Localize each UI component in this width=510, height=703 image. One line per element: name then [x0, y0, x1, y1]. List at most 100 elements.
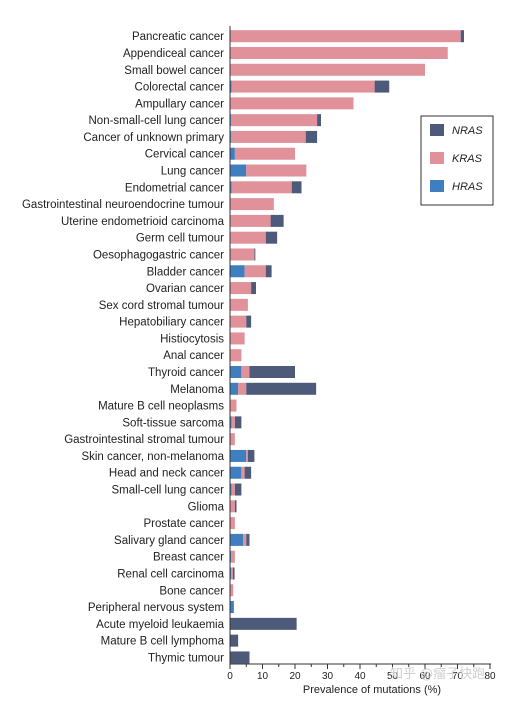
- bar-hras-cervical-cancer: [230, 147, 235, 160]
- x-tick-label-60: 60: [419, 671, 431, 682]
- legend-label-kras: KRAS: [452, 153, 483, 165]
- bar-hras-head-and-neck-cancer: [230, 466, 242, 479]
- bar-kras-anal-cancer: [230, 349, 242, 362]
- category-label-germ-cell-tumour: Germ cell tumour: [136, 233, 224, 245]
- bar-kras-renal-cell-carcinoma: [230, 567, 233, 580]
- category-label-cancer-of-unknown-primary: Cancer of unknown primary: [83, 132, 224, 144]
- bar-kras-sex-cord-stromal-tumour: [230, 298, 248, 311]
- bar-kras-small-bowel-cancer: [230, 63, 425, 76]
- x-tick-label-50: 50: [387, 671, 399, 682]
- category-label-sex-cord-stromal-tumour: Sex cord stromal tumour: [99, 300, 224, 312]
- category-label-breast-cancer: Breast cancer: [153, 552, 224, 564]
- category-label-thyroid-cancer: Thyroid cancer: [148, 367, 224, 379]
- bar-nras-salivary-gland-cancer: [246, 533, 250, 546]
- bar-nras-head-and-neck-cancer: [244, 466, 252, 479]
- bar-kras-endometrial-cancer: [231, 181, 292, 194]
- bar-kras-bone-cancer: [230, 584, 234, 597]
- category-label-acute-myeloid-leukaemia: Acute myeloid leukaemia: [96, 619, 224, 631]
- category-label-bladder-cancer: Bladder cancer: [147, 266, 225, 278]
- category-label-head-and-neck-cancer: Head and neck cancer: [109, 468, 224, 480]
- bar-nras-small-cell-lung-cancer: [234, 483, 242, 496]
- category-label-ampullary-cancer: Ampullary cancer: [135, 98, 224, 110]
- category-label-small-cell-lung-cancer: Small-cell lung cancer: [112, 485, 225, 497]
- bar-nras-acute-myeloid-leukaemia: [230, 617, 297, 630]
- category-labels: Pancreatic cancer Appendiceal cancer Small…: [22, 31, 225, 664]
- category-label-small-bowel-cancer: Small bowel cancer: [124, 65, 224, 77]
- bar-nras-ovarian-cancer: [251, 282, 256, 295]
- bar-nras-renal-cell-carcinoma: [232, 567, 235, 580]
- category-label-histiocytosis: Histiocytosis: [160, 333, 224, 345]
- category-label-colorectal-cancer: Colorectal cancer: [135, 82, 225, 94]
- bar-hras-small-cell-lung-cancer: [230, 483, 232, 496]
- bar-nras-glioma: [234, 500, 237, 513]
- category-label-soft-tissue-sarcoma: Soft-tissue sarcoma: [122, 417, 224, 429]
- x-tick-label-20: 20: [289, 671, 301, 682]
- bar-kras-ovarian-cancer: [230, 282, 252, 295]
- bar-kras-salivary-gland-cancer: [243, 533, 247, 546]
- bar-nras-hepatobiliary-cancer: [246, 315, 252, 328]
- bar-kras-hepatobiliary-cancer: [230, 315, 247, 328]
- bar-nras-non-small-cell-lung-cancer: [317, 114, 321, 127]
- category-label-uterine-endometrioid-carcinoma: Uterine endometrioid carcinoma: [61, 216, 225, 228]
- bar-kras-germ-cell-tumour: [230, 231, 266, 244]
- category-label-thymic-tumour: Thymic tumour: [148, 652, 224, 664]
- bar-kras-appendiceal-cancer: [230, 46, 448, 59]
- bar-kras-gastrointestinal-stromal-tumour: [230, 433, 235, 446]
- category-label-prostate-cancer: Prostate cancer: [143, 518, 224, 530]
- bar-kras-lung-cancer: [246, 164, 307, 177]
- bar-kras-head-and-neck-cancer: [241, 466, 245, 479]
- bar-kras-cervical-cancer: [234, 147, 295, 160]
- category-label-skin-cancer-non-melanoma: Skin cancer, non-melanoma: [81, 451, 224, 463]
- bar-hras-bladder-cancer: [230, 265, 245, 278]
- bar-hras-lung-cancer: [230, 164, 247, 177]
- bar-nras-oesophagogastric-cancer: [254, 248, 256, 261]
- bar-kras-breast-cancer: [230, 550, 235, 563]
- bar-kras-small-cell-lung-cancer: [231, 483, 235, 496]
- bar-nras-soft-tissue-sarcoma: [234, 416, 242, 429]
- x-tick-label-0: 0: [227, 671, 233, 682]
- x-tick-label-30: 30: [322, 671, 334, 682]
- legend-label-nras: NRAS: [452, 125, 483, 137]
- x-tick-label-10: 10: [257, 671, 269, 682]
- category-label-melanoma: Melanoma: [170, 384, 224, 396]
- bar-nras-colorectal-cancer: [374, 80, 390, 93]
- category-label-cervical-cancer: Cervical cancer: [145, 149, 224, 161]
- bar-kras-skin-cancer-non-melanoma: [246, 449, 248, 462]
- legend-swatch-nras: [430, 124, 444, 136]
- watermark-text: 知乎 @瘤子快跑: [390, 666, 485, 682]
- bar-nras-pancreatic-cancer: [460, 30, 464, 43]
- bar-kras-uterine-endometrioid-carcinoma: [230, 214, 271, 227]
- bar-kras-melanoma: [238, 382, 247, 395]
- bar-kras-prostate-cancer: [230, 517, 235, 530]
- bar-nras-endometrial-cancer: [291, 181, 302, 194]
- category-label-gastrointestinal-stromal-tumour: Gastrointestinal stromal tumour: [64, 434, 224, 446]
- bar-kras-mature-b-cell-neoplasms: [230, 399, 237, 412]
- category-label-mature-b-cell-neoplasms: Mature B cell neoplasms: [98, 401, 224, 413]
- category-label-appendiceal-cancer: Appendiceal cancer: [123, 48, 224, 60]
- category-label-gastrointestinal-neuroendocrine-tumour: Gastrointestinal neuroendocrine tumour: [22, 199, 224, 211]
- bar-hras-skin-cancer-non-melanoma: [230, 449, 247, 462]
- bar-kras-colorectal-cancer: [231, 80, 375, 93]
- legend: NRAS KRAS HRAS: [420, 115, 494, 206]
- category-label-non-small-cell-lung-cancer: Non-small-cell lung cancer: [89, 115, 225, 127]
- bar-hras-peripheral-nervous-system: [230, 601, 234, 614]
- category-label-endometrial-cancer: Endometrial cancer: [125, 182, 224, 194]
- category-label-anal-cancer: Anal cancer: [163, 350, 224, 362]
- bar-hras-soft-tissue-sarcoma: [230, 416, 232, 429]
- category-label-lung-cancer: Lung cancer: [161, 166, 224, 178]
- bar-nras-thymic-tumour: [230, 651, 250, 664]
- bars-layer: [230, 30, 464, 664]
- bar-nras-skin-cancer-non-melanoma: [247, 449, 255, 462]
- bar-kras-cancer-of-unknown-primary: [230, 130, 306, 143]
- category-label-bone-cancer: Bone cancer: [159, 585, 224, 597]
- category-label-mature-b-cell-lymphoma: Mature B cell lymphoma: [101, 636, 225, 648]
- bar-hras-endometrial-cancer: [230, 181, 232, 194]
- x-tick-label-40: 40: [354, 671, 366, 682]
- bar-kras-histiocytosis: [230, 332, 245, 345]
- bar-nras-germ-cell-tumour: [265, 231, 278, 244]
- bar-kras-non-small-cell-lung-cancer: [230, 114, 318, 127]
- bar-hras-colorectal-cancer: [230, 80, 232, 93]
- category-label-oesophagogastric-cancer: Oesophagogastric cancer: [93, 249, 224, 261]
- bar-hras-salivary-gland-cancer: [230, 533, 243, 546]
